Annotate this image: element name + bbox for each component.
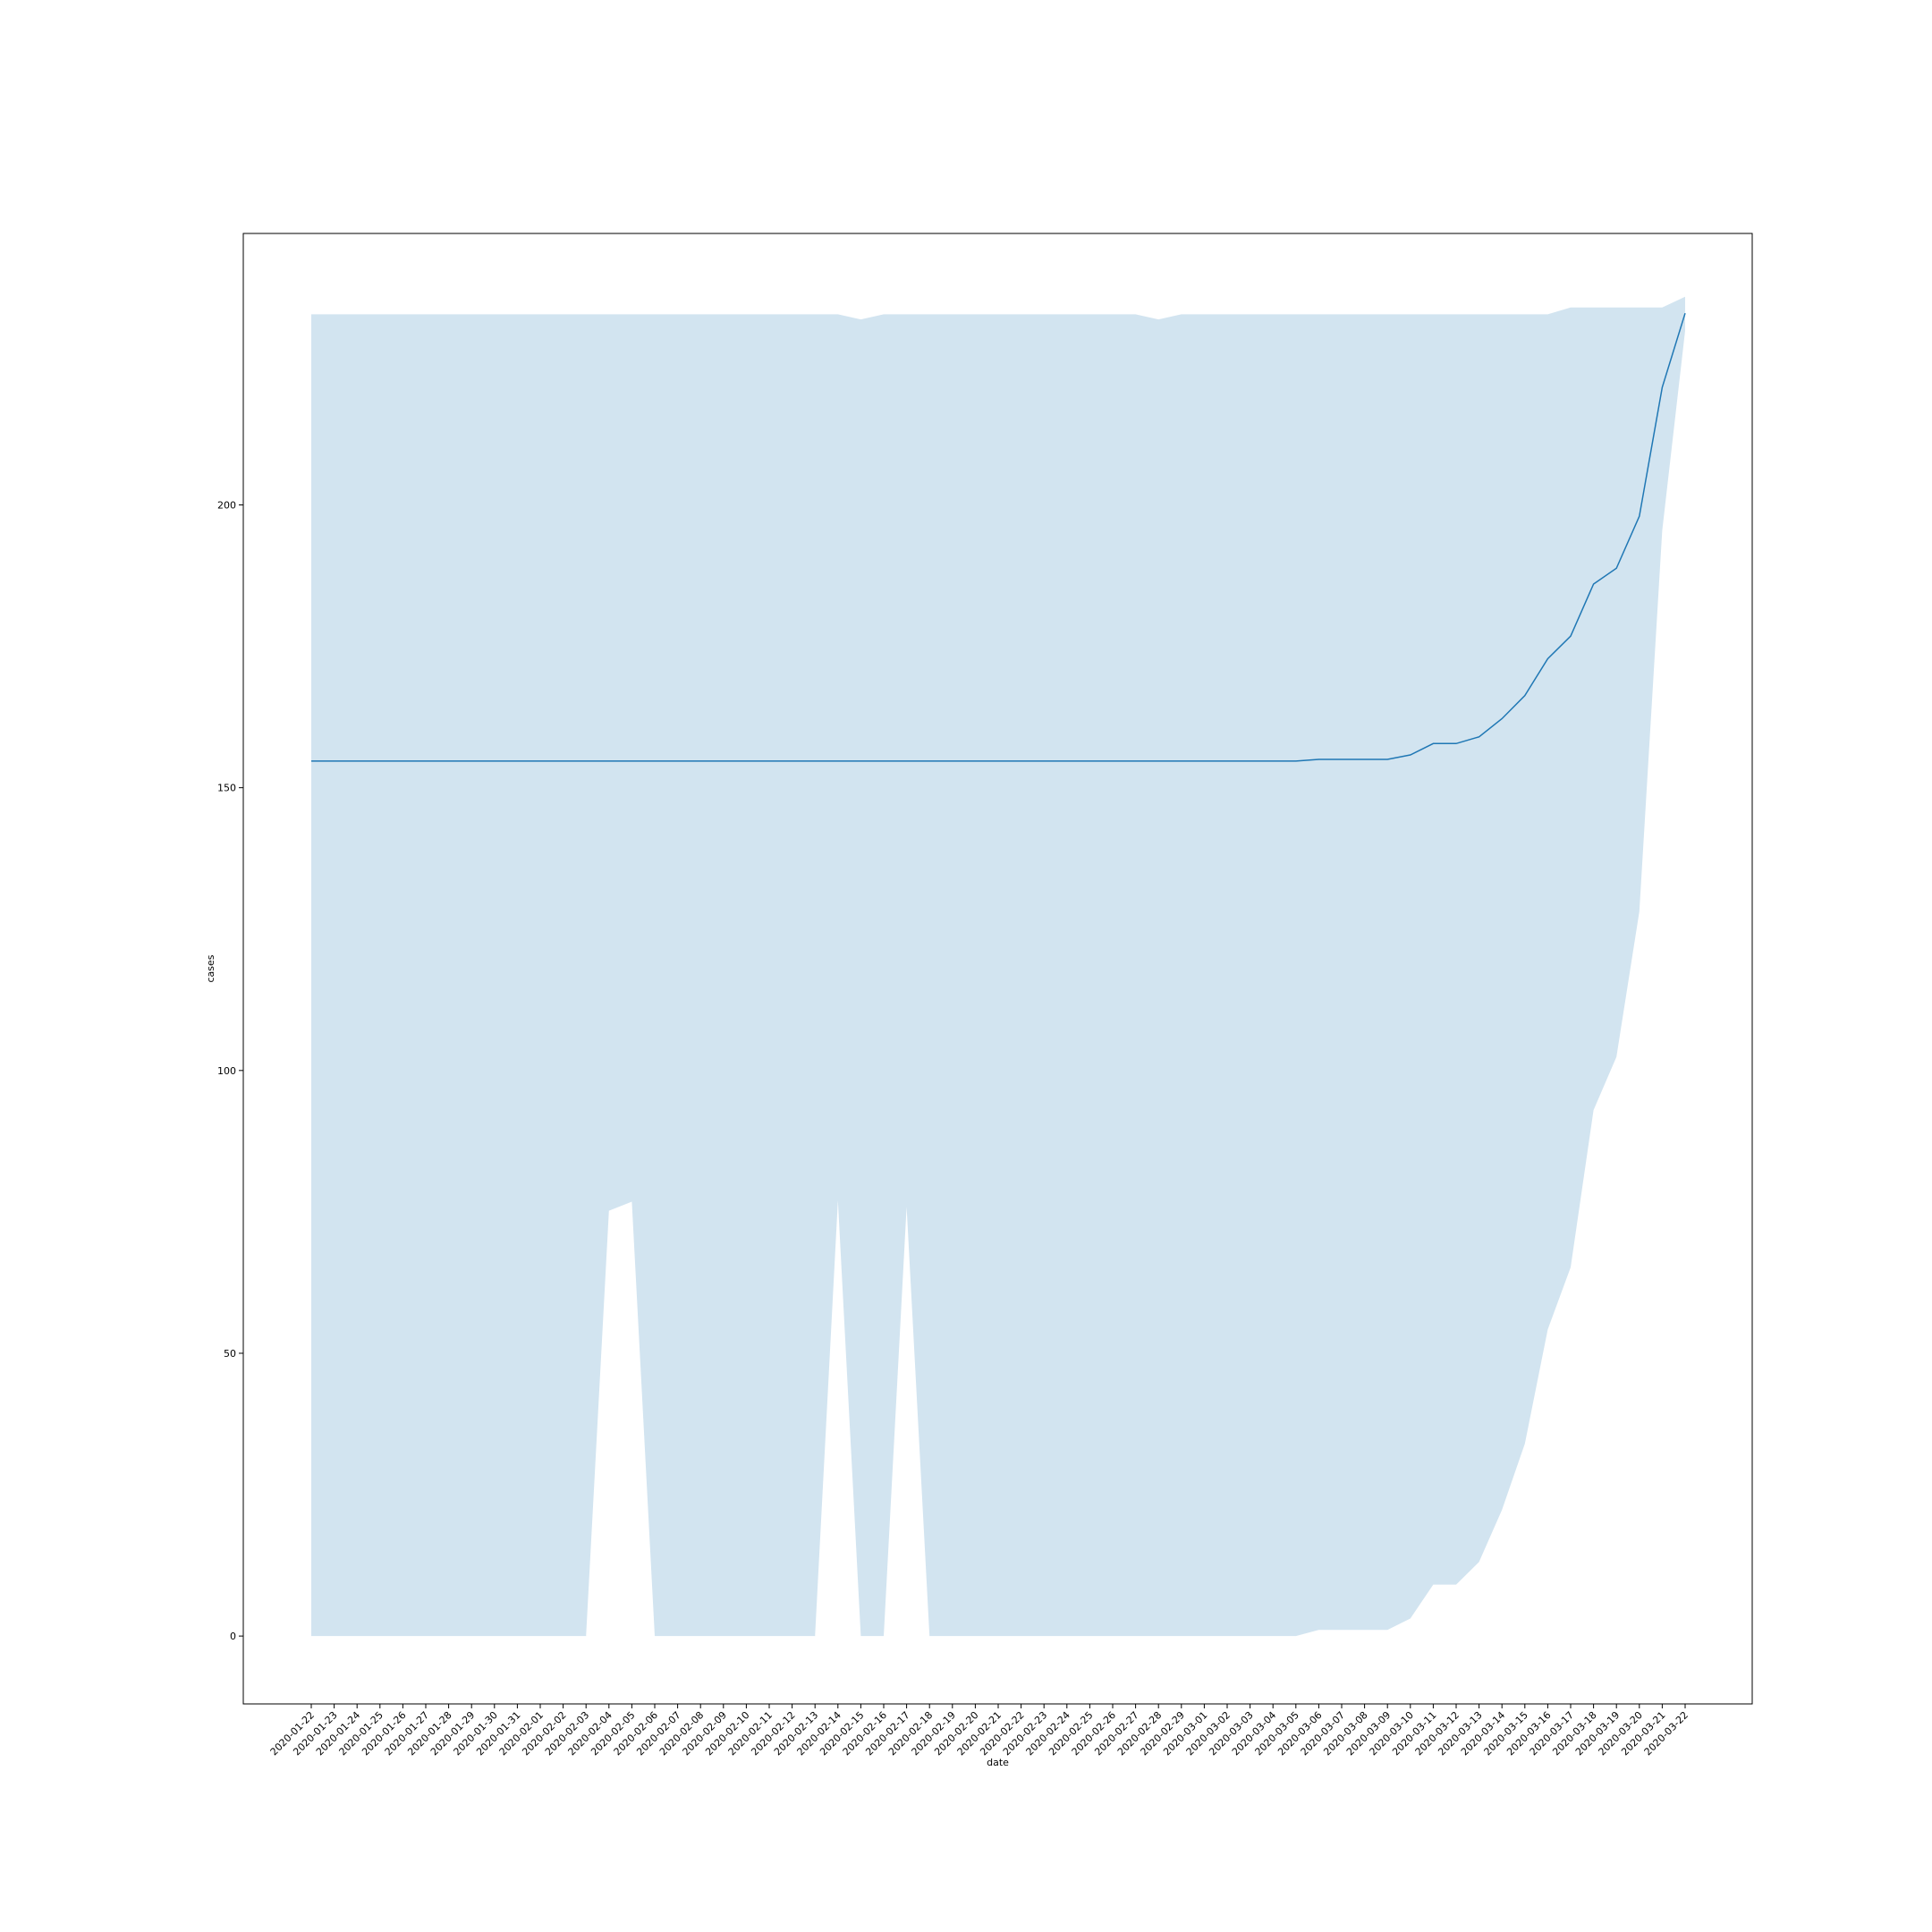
y-tick-label: 200	[217, 500, 236, 512]
confidence-band	[311, 296, 1685, 1637]
y-tick-label: 0	[230, 1631, 236, 1642]
y-axis: 0 50 100 150 200	[217, 500, 243, 1642]
y-tick-label: 100	[217, 1065, 236, 1077]
y-axis-label: cases	[205, 954, 216, 982]
series-line	[311, 312, 1686, 762]
x-axis-label: date	[987, 1757, 1009, 1768]
y-tick-label: 50	[224, 1348, 236, 1360]
y-tick-label: 150	[217, 783, 236, 794]
